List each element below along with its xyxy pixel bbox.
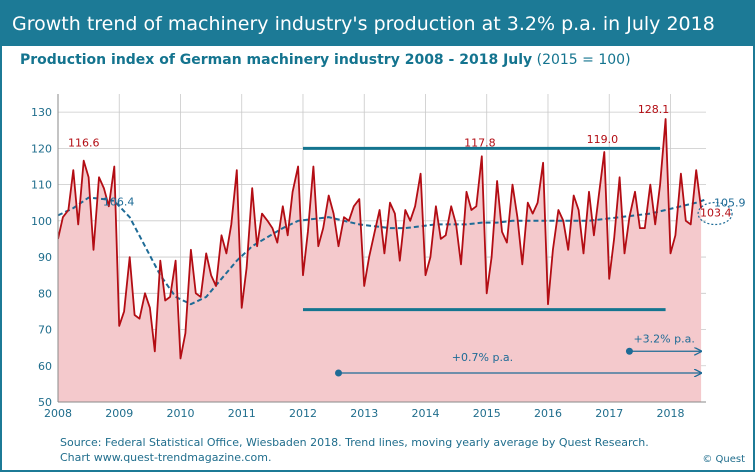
data-label: 106.4 (103, 196, 135, 209)
data-label: 105.9 (714, 196, 746, 209)
y-tick-label: 120 (31, 142, 52, 155)
x-tick-label: 2014 (411, 407, 439, 420)
x-tick-label: 2011 (228, 407, 256, 420)
production-area (58, 119, 702, 402)
data-label: 128.1 (638, 103, 670, 116)
y-tick-label: 100 (31, 215, 52, 228)
x-tick-label: 2009 (105, 407, 133, 420)
x-tick-label: 2017 (595, 407, 623, 420)
data-label: 117.8 (464, 136, 496, 149)
data-label: 103.4 (700, 207, 732, 220)
data-label: +3.2% p.a. (633, 332, 694, 345)
production-area-fill (58, 119, 702, 402)
x-tick-label: 2018 (656, 407, 684, 420)
growth-arrow-start-dot (335, 369, 343, 377)
source-line-2: Chart www.quest-trendmagazine.com. (60, 451, 272, 464)
x-tick-label: 2013 (350, 407, 378, 420)
x-tick-label: 2012 (289, 407, 317, 420)
production-series (58, 118, 702, 360)
y-tick-label: 60 (38, 360, 52, 373)
y-tick-label: 50 (38, 396, 52, 409)
copyright: © Quest (702, 454, 745, 465)
data-label: 119.0 (587, 133, 619, 146)
final-value-highlight (697, 201, 733, 226)
x-tick-label: 2016 (534, 407, 562, 420)
range-lines (302, 146, 701, 377)
y-tick-label: 70 (38, 324, 52, 337)
page-title: Growth trend of machinery industry's pro… (2, 2, 753, 46)
data-label: +0.7% p.a. (452, 351, 513, 364)
growth-arrow-start-dot (625, 347, 633, 355)
data-label: 116.6 (68, 137, 100, 150)
chart-base-note: (2015 = 100) (536, 52, 631, 68)
chart-axes: 50 60 70 80 90 100 110 120 130 2008 2009 2010 2011 20… (31, 94, 706, 420)
production-line (58, 118, 702, 360)
source-line-1: Source: Federal Statistical Office, Wies… (60, 436, 649, 449)
source-note: Source: Federal Statistical Office, Wies… (60, 435, 649, 465)
chart-subtitle: Production index of German machinery ind… (20, 52, 631, 68)
y-tick-label: 80 (38, 287, 52, 300)
y-tick-label: 110 (31, 179, 52, 192)
x-tick-label: 2015 (473, 407, 501, 420)
y-tick-label: 130 (31, 106, 52, 119)
chart-title: Production index of German machinery ind… (20, 52, 533, 68)
x-tick-label: 2010 (166, 407, 194, 420)
y-tick-label: 90 (38, 251, 52, 264)
x-tick-label: 2008 (44, 407, 72, 420)
